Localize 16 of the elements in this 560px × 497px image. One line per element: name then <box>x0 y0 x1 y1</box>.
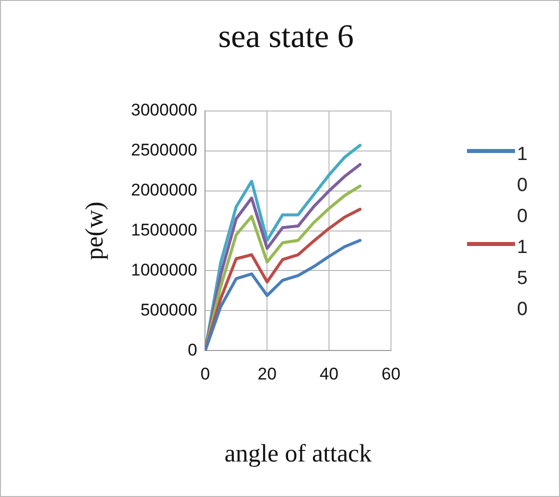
x-tick-label: 20 <box>258 364 277 384</box>
y-tick-label: 2500000 <box>130 140 198 160</box>
legend-label: 100 <box>517 143 529 229</box>
x-axis-title: angle of attack <box>224 440 372 468</box>
y-tick-label: 500000 <box>140 300 198 320</box>
legend-label: 150 <box>517 236 529 322</box>
y-tick-label: 1500000 <box>130 220 198 240</box>
y-tick-label: 1000000 <box>130 260 198 280</box>
x-tick-label: 40 <box>320 364 339 384</box>
x-tick-label: 0 <box>200 364 210 384</box>
y-axis-title: pe(w) <box>82 202 109 260</box>
chart-title: sea state 6 <box>217 19 355 56</box>
x-tick-label: 60 <box>382 364 400 384</box>
y-tick-label: 0 <box>188 340 198 360</box>
y-tick-label: 3000000 <box>130 100 198 120</box>
y-tick-label: 2000000 <box>130 180 198 200</box>
